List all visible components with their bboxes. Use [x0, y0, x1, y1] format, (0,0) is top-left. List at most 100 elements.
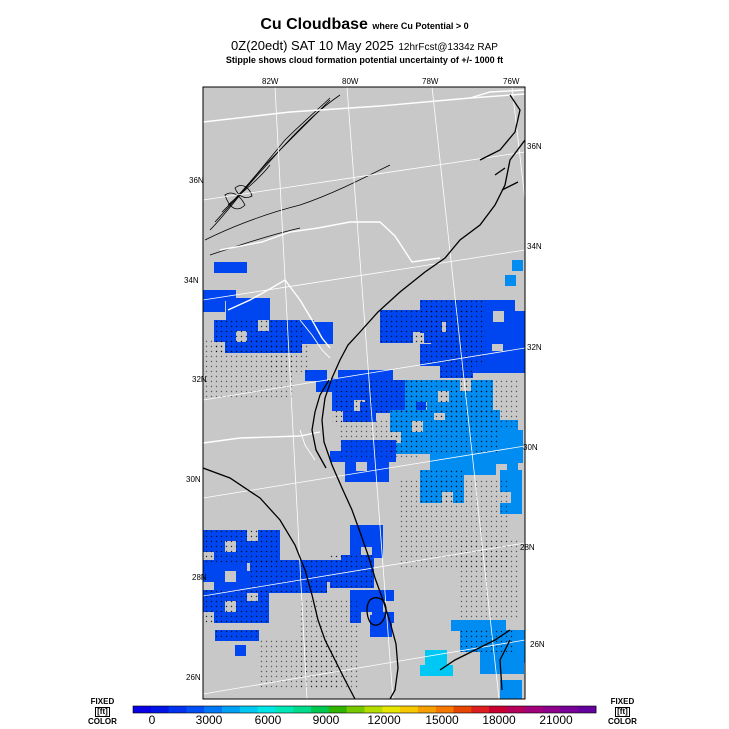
field-cell	[225, 582, 236, 593]
colorbar-swatch	[204, 706, 223, 713]
field-cell	[214, 560, 225, 571]
stipple-area	[250, 560, 327, 593]
field-cell	[350, 536, 361, 547]
stipple-area	[440, 345, 473, 378]
field-cell	[361, 590, 372, 601]
field-cell	[452, 453, 463, 464]
field-cell	[515, 333, 525, 344]
stipple-area	[340, 420, 420, 460]
field-cell	[330, 451, 341, 462]
field-cell	[226, 309, 237, 320]
lat-label-left-28n: 28N	[192, 573, 207, 582]
stipple-area	[203, 590, 269, 623]
field-cell	[420, 665, 431, 676]
stipple-area	[440, 380, 520, 430]
field-cell	[505, 652, 516, 663]
field-cell	[338, 370, 349, 381]
field-cell	[516, 630, 525, 641]
lon-label-78w: 78W	[422, 77, 439, 86]
colorbar-swatch	[275, 706, 294, 713]
lon-label-76w: 76W	[503, 77, 520, 86]
field-cell	[300, 333, 311, 344]
field-cell	[511, 492, 522, 503]
field-cell	[515, 311, 525, 322]
field-cell	[356, 471, 367, 482]
lon-label-82w: 82W	[262, 77, 279, 86]
field-cell	[492, 351, 503, 362]
lat-label-right-32n: 32N	[527, 343, 542, 352]
chart-title-qualifier: where Cu Potential > 0	[372, 21, 469, 31]
colorbar-swatch	[489, 706, 508, 713]
field-cell	[480, 652, 491, 663]
field-cell	[491, 652, 502, 663]
field-cell	[481, 362, 492, 373]
field-cell	[350, 525, 361, 536]
field-cell	[235, 645, 246, 656]
field-cell	[214, 571, 225, 582]
field-cell	[511, 481, 522, 492]
colorbar-outline	[132, 705, 597, 714]
colorbar-swatch	[150, 706, 170, 713]
field-cell	[322, 571, 333, 582]
colorbar-tick-18000: 18000	[482, 713, 516, 727]
field-cell	[474, 453, 485, 464]
field-cell	[214, 262, 225, 273]
lat-label-left-36n: 36N	[189, 176, 204, 185]
colorbar-swatch	[524, 706, 543, 713]
stipple-area	[260, 640, 340, 690]
forecast-info: 12hrFcst@1334z RAP	[398, 42, 498, 53]
field-cell	[237, 309, 248, 320]
field-cell	[451, 620, 462, 631]
field-cell	[514, 351, 525, 362]
lat-label-left-30n: 30N	[186, 475, 201, 484]
lat-label-right-36n: 36N	[527, 142, 542, 151]
field-cell	[430, 453, 441, 464]
field-cell	[493, 333, 504, 344]
field-cell	[482, 300, 493, 311]
colorbar-left-label: FIXED [ft] COLOR	[88, 698, 117, 726]
field-cell	[462, 620, 473, 631]
field-cell	[311, 333, 322, 344]
colorbar-tick-3000: 3000	[195, 713, 223, 727]
field-cell	[203, 290, 214, 301]
field-cell	[481, 340, 492, 351]
field-cell	[516, 641, 525, 652]
field-cell	[372, 547, 383, 558]
field-cell	[511, 503, 522, 514]
field-cell	[236, 262, 247, 273]
colorbar-swatch	[222, 706, 241, 713]
field-cell	[259, 298, 270, 309]
field-cell	[502, 663, 513, 674]
field-cell	[491, 663, 502, 674]
field-cell	[248, 309, 259, 320]
field-cell	[503, 351, 514, 362]
field-cell	[511, 691, 522, 699]
colorbar-tick-12000: 12000	[367, 713, 401, 727]
field-cell	[350, 547, 361, 558]
chart-title: Cu Cloudbase	[260, 16, 368, 33]
field-cell	[361, 601, 372, 612]
field-cell	[501, 452, 512, 463]
field-cell	[485, 464, 496, 475]
colorbar-tick-9000: 9000	[312, 713, 340, 727]
field-cell	[372, 536, 383, 547]
colorbar-swatch	[293, 706, 312, 713]
field-cell	[259, 309, 270, 320]
field-cell	[511, 470, 522, 481]
colorbar-right-label-top: FIXED	[610, 697, 635, 706]
colorbar-swatch	[239, 706, 259, 713]
colorbar-swatch	[453, 706, 472, 713]
field-cell	[360, 370, 371, 381]
field-cell	[431, 665, 442, 676]
field-cell	[372, 525, 383, 536]
colorbar-swatch	[364, 706, 383, 713]
colorbar-swatch	[346, 706, 365, 713]
colorbar-right-label-bottom: COLOR	[608, 717, 637, 726]
field-cell	[505, 275, 516, 286]
colorbar-right-label: FIXED [ft] COLOR	[608, 698, 637, 726]
field-cell	[236, 560, 247, 571]
valid-time: 0Z(20edt) SAT 10 May 2025	[231, 38, 394, 53]
colorbar-swatch	[257, 706, 276, 713]
field-cell	[378, 471, 389, 482]
